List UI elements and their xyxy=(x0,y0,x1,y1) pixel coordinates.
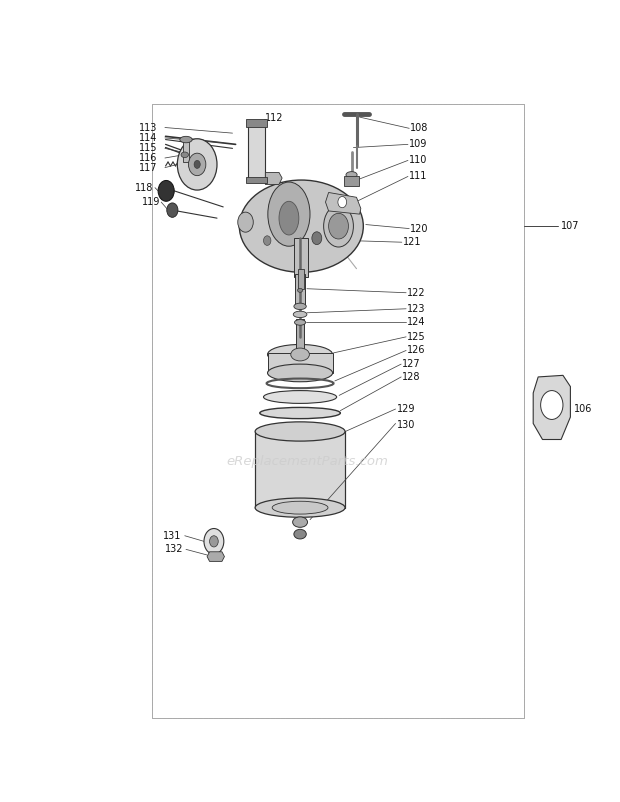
Ellipse shape xyxy=(291,348,309,361)
Ellipse shape xyxy=(267,364,332,382)
Text: 107: 107 xyxy=(561,221,580,231)
Bar xyxy=(296,319,304,351)
Bar xyxy=(268,353,333,373)
Ellipse shape xyxy=(260,407,340,419)
Ellipse shape xyxy=(239,180,363,273)
Text: 118: 118 xyxy=(135,183,154,192)
Text: 106: 106 xyxy=(574,404,592,414)
Ellipse shape xyxy=(324,205,353,247)
Ellipse shape xyxy=(294,529,306,539)
Text: 125: 125 xyxy=(407,332,426,342)
Text: 109: 109 xyxy=(409,140,428,149)
Circle shape xyxy=(177,139,217,190)
Text: 130: 130 xyxy=(397,420,415,430)
Ellipse shape xyxy=(298,288,303,293)
Bar xyxy=(344,176,359,186)
Ellipse shape xyxy=(268,182,310,246)
Circle shape xyxy=(329,213,348,239)
Bar xyxy=(152,104,524,718)
Polygon shape xyxy=(533,375,570,439)
Text: 122: 122 xyxy=(407,288,426,298)
Text: 113: 113 xyxy=(139,123,157,132)
Bar xyxy=(248,126,265,180)
Ellipse shape xyxy=(294,303,306,310)
Text: 111: 111 xyxy=(409,172,428,181)
Text: 114: 114 xyxy=(139,133,157,143)
Polygon shape xyxy=(207,552,224,561)
Text: 129: 129 xyxy=(397,404,415,414)
Text: 108: 108 xyxy=(410,124,429,133)
Text: 121: 121 xyxy=(403,237,422,247)
Text: 117: 117 xyxy=(139,163,157,172)
Circle shape xyxy=(188,153,206,176)
Bar xyxy=(246,119,267,127)
Circle shape xyxy=(210,536,218,547)
Polygon shape xyxy=(326,192,361,214)
Polygon shape xyxy=(265,172,282,184)
Ellipse shape xyxy=(346,172,357,178)
Ellipse shape xyxy=(264,391,337,403)
Ellipse shape xyxy=(255,422,345,441)
Text: 132: 132 xyxy=(165,545,184,554)
Text: eReplacementParts.com: eReplacementParts.com xyxy=(226,455,388,468)
Ellipse shape xyxy=(181,152,188,157)
Ellipse shape xyxy=(279,201,299,235)
Ellipse shape xyxy=(255,498,345,517)
Text: 120: 120 xyxy=(410,224,429,233)
Ellipse shape xyxy=(293,311,307,318)
Bar xyxy=(183,140,189,162)
Text: 112: 112 xyxy=(265,113,284,123)
Circle shape xyxy=(204,529,224,554)
Text: 119: 119 xyxy=(141,197,160,207)
Bar xyxy=(246,177,267,183)
Text: 127: 127 xyxy=(402,359,421,369)
Circle shape xyxy=(194,160,200,168)
Circle shape xyxy=(158,180,174,201)
Text: 116: 116 xyxy=(139,153,157,163)
Ellipse shape xyxy=(267,345,332,364)
Text: 131: 131 xyxy=(163,531,182,541)
Circle shape xyxy=(541,391,563,419)
Bar xyxy=(295,274,305,306)
Ellipse shape xyxy=(180,136,192,143)
Bar xyxy=(298,269,304,289)
Text: 115: 115 xyxy=(139,144,157,153)
Text: 124: 124 xyxy=(407,318,426,327)
Circle shape xyxy=(264,236,271,245)
Text: 110: 110 xyxy=(409,156,428,165)
Bar xyxy=(294,238,308,277)
Circle shape xyxy=(338,196,347,208)
Ellipse shape xyxy=(272,501,328,514)
Text: 126: 126 xyxy=(407,346,426,355)
Ellipse shape xyxy=(294,319,306,326)
Bar xyxy=(255,431,345,508)
Circle shape xyxy=(167,203,178,217)
Circle shape xyxy=(312,232,322,245)
Text: 123: 123 xyxy=(407,304,426,314)
Ellipse shape xyxy=(238,213,254,233)
Ellipse shape xyxy=(293,517,308,528)
Text: 128: 128 xyxy=(402,372,421,382)
